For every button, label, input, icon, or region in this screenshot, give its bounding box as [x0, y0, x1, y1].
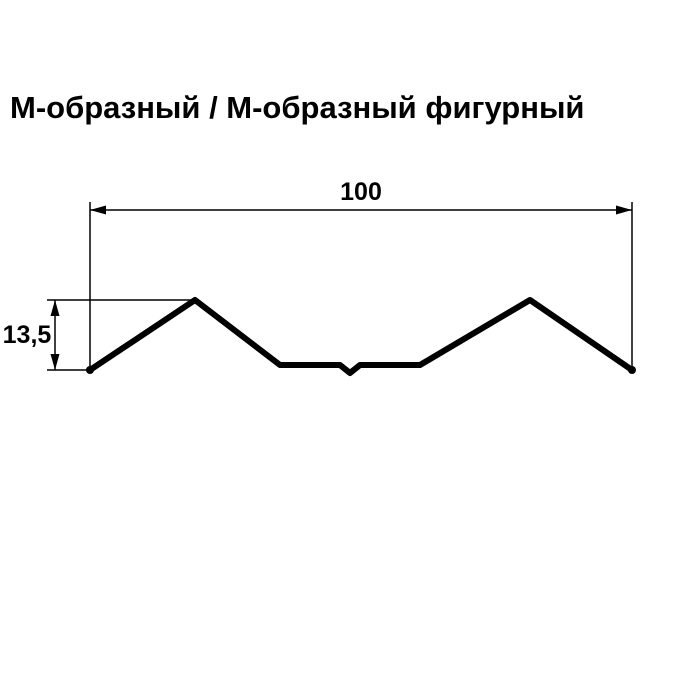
m-profile-path [90, 300, 632, 373]
dimension-width-label: 100 [340, 178, 382, 206]
dimension-height-label: 13,5 [3, 321, 52, 349]
profile-endpoint-right [628, 366, 636, 374]
dimension-lines-group [47, 202, 632, 370]
diagram-container: М-образный / М-образный фигурный 10013,5 [0, 0, 700, 700]
dimension-labels-group: 100 13,5 [3, 178, 382, 349]
profile-shape-group [86, 300, 636, 374]
profile-endpoint-left [86, 366, 94, 374]
profile-diagram-svg: 100 13,5 [0, 0, 700, 700]
